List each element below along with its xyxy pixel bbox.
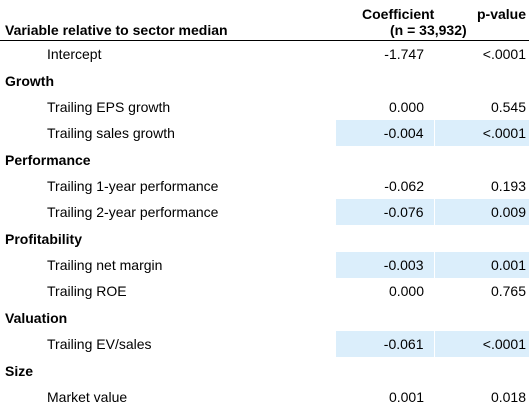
intercept-label: Intercept [47, 46, 102, 62]
coefficient-value: -0.003 [336, 252, 435, 278]
coefficient-value: -0.061 [336, 331, 435, 357]
p-value: 0.009 [434, 199, 529, 225]
table-row: Intercept -1.747 <.0001 [0, 41, 529, 68]
p-value: <.0001 [434, 120, 529, 146]
coefficient-value: 0.000 [388, 283, 424, 299]
group-title: Size [5, 362, 34, 379]
coefficient-column-header: Coefficient p-value (n = 33,932) [336, 0, 529, 41]
table-row: Trailing 1-year performance -0.062 0.193 [0, 173, 529, 199]
table-row: Trailing EPS growth 0.000 0.545 [0, 94, 529, 120]
coefficient-value: 0.000 [388, 99, 424, 115]
variable-label: Trailing EPS growth [47, 99, 171, 115]
coefficient-value: -0.076 [336, 199, 435, 225]
table-body: Intercept -1.747 <.0001 Growth Trailing E… [0, 41, 529, 411]
coefficient-value: -0.004 [336, 120, 435, 146]
variable-label: Trailing ROE [47, 283, 127, 299]
p-value: 0.018 [490, 389, 526, 405]
group-header-row: Growth [0, 67, 529, 94]
table-row: Trailing sales growth -0.004 <.0001 [0, 120, 529, 146]
coefficient-value: 0.001 [388, 389, 424, 405]
group-title: Profitability [5, 230, 83, 247]
table-row: Trailing EV/sales -0.061 <.0001 [0, 331, 529, 357]
coefficient-value: -0.062 [384, 178, 424, 194]
group-title: Performance [5, 151, 91, 168]
p-value: 0.765 [490, 283, 526, 299]
intercept-p-value: <.0001 [482, 46, 526, 62]
p-value: 0.193 [490, 178, 526, 194]
variable-label: Trailing EV/sales [47, 336, 152, 352]
group-header-row: Performance [0, 146, 529, 173]
group-title: Growth [5, 72, 54, 89]
table-row: Trailing 2-year performance -0.076 0.009 [0, 199, 529, 225]
intercept-coefficient: -1.747 [384, 46, 424, 62]
sample-size-label: (n = 33,932) [390, 22, 467, 38]
variable-label: Trailing 1-year performance [47, 178, 219, 194]
table-row: Trailing ROE 0.000 0.765 [0, 278, 529, 304]
variable-label: Trailing 2-year performance [47, 204, 219, 220]
variable-column-header: Variable relative to sector median [0, 0, 336, 41]
table-row: Trailing net margin -0.003 0.001 [0, 252, 529, 278]
coefficient-label: Coefficient [362, 6, 435, 22]
group-header-row: Valuation [0, 304, 529, 331]
group-header-row: Profitability [0, 225, 529, 252]
p-value: 0.545 [490, 99, 526, 115]
table-header-row: Variable relative to sector median Coeff… [0, 0, 529, 41]
variable-label: Trailing sales growth [47, 125, 175, 141]
pvalue-column-header: p-value [476, 6, 526, 22]
table-row: Market value 0.001 0.018 [0, 384, 529, 410]
p-value: 0.001 [434, 252, 529, 278]
group-header-row: Size [0, 357, 529, 384]
p-value: <.0001 [434, 331, 529, 357]
variable-label: Trailing net margin [47, 257, 163, 273]
variable-label: Market value [47, 389, 128, 405]
group-title: Valuation [5, 309, 68, 326]
